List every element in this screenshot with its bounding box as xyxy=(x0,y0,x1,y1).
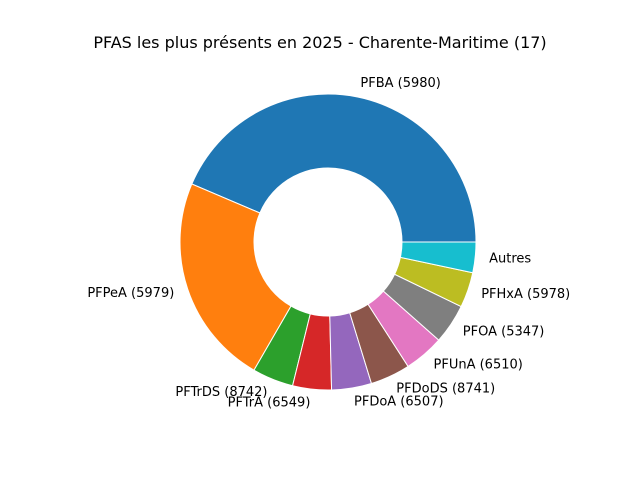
chart-title: PFAS les plus présents en 2025 - Charent… xyxy=(93,33,547,52)
slice-label-8: PFHxA (5978) xyxy=(481,287,570,302)
slice-label-2: PFTrDS (8742) xyxy=(175,385,267,400)
slice-label-6: PFUnA (6510) xyxy=(434,358,523,373)
slice-1 xyxy=(179,183,292,371)
slice-label-7: PFOA (5347) xyxy=(463,324,545,339)
slice-label-3: PFTrA (6549) xyxy=(228,396,311,411)
slice-label-4: PFDoA (6507) xyxy=(354,394,444,409)
slice-9 xyxy=(399,241,477,274)
slice-label-9: Autres xyxy=(489,251,531,266)
slice-label-1: PFPeA (5979) xyxy=(87,286,174,301)
slice-label-5: PFDoDS (8741) xyxy=(396,381,495,396)
slice-0 xyxy=(191,93,477,243)
slice-label-0: PFBA (5980) xyxy=(360,76,441,91)
